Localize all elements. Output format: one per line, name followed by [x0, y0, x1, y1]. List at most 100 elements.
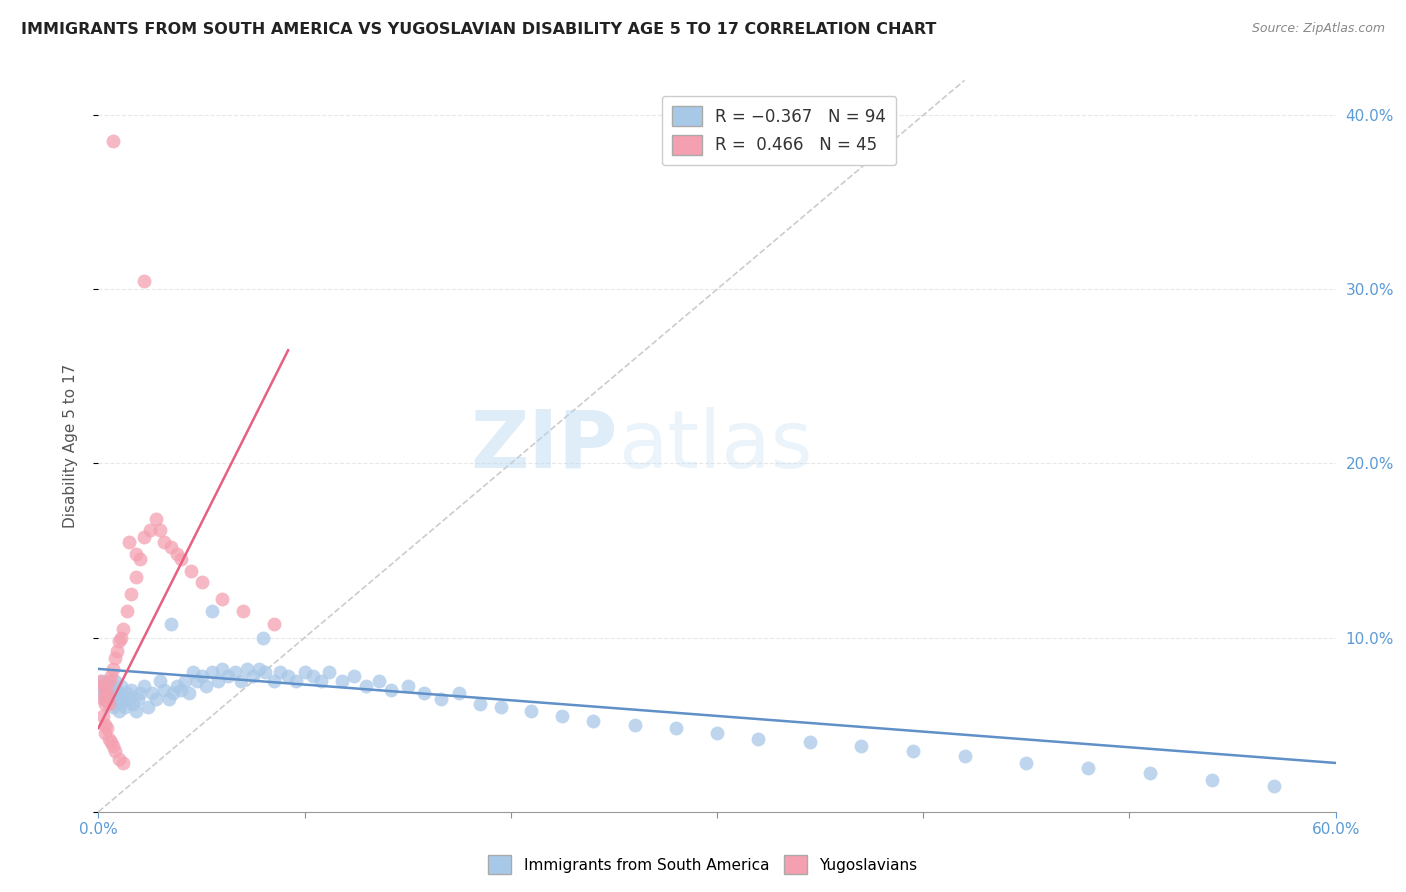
Point — [343, 669, 366, 683]
Point — [149, 674, 172, 689]
Legend: R = −0.367   N = 94, R =  0.466   N = 45: R = −0.367 N = 94, R = 0.466 N = 45 — [662, 96, 896, 165]
Point — [101, 662, 124, 676]
Point — [263, 674, 285, 689]
Point — [124, 569, 146, 583]
Point — [194, 679, 217, 693]
Point — [217, 669, 239, 683]
Point — [110, 679, 132, 693]
Point — [105, 682, 128, 697]
Point — [318, 665, 340, 680]
Point — [277, 669, 299, 683]
Point — [118, 534, 141, 549]
Point — [89, 674, 111, 689]
Point — [211, 662, 233, 676]
Point — [120, 587, 142, 601]
Point — [190, 574, 212, 589]
Point — [356, 679, 378, 693]
Point — [136, 700, 159, 714]
Point — [112, 622, 135, 636]
Point — [1077, 761, 1099, 775]
Point — [224, 665, 246, 680]
Point — [110, 631, 132, 645]
Point — [623, 717, 645, 731]
Point — [149, 523, 172, 537]
Point — [97, 674, 120, 689]
Point — [211, 592, 233, 607]
Point — [93, 726, 115, 740]
Point — [108, 752, 131, 766]
Point — [105, 695, 128, 709]
Point — [153, 682, 176, 697]
Point — [159, 540, 181, 554]
Point — [127, 691, 149, 706]
Point — [851, 739, 873, 753]
Point — [104, 651, 127, 665]
Point — [1201, 773, 1223, 788]
Point — [89, 679, 111, 693]
Point — [285, 674, 308, 689]
Point — [101, 700, 124, 714]
Point — [413, 686, 436, 700]
Point — [449, 686, 471, 700]
Point — [309, 674, 332, 689]
Point — [201, 604, 224, 618]
Point — [551, 709, 574, 723]
Point — [104, 691, 127, 706]
Text: Source: ZipAtlas.com: Source: ZipAtlas.com — [1251, 22, 1385, 36]
Point — [91, 674, 114, 689]
Point — [93, 717, 115, 731]
Point — [117, 686, 139, 700]
Point — [302, 669, 325, 683]
Point — [236, 662, 259, 676]
Point — [186, 674, 208, 689]
Point — [91, 679, 114, 693]
Point — [468, 697, 491, 711]
Point — [112, 695, 135, 709]
Point — [105, 644, 128, 658]
Point — [96, 691, 118, 706]
Point — [132, 679, 155, 693]
Point — [128, 686, 150, 700]
Point — [97, 731, 120, 746]
Point — [114, 700, 136, 714]
Point — [122, 697, 145, 711]
Point — [799, 735, 821, 749]
Point — [97, 679, 120, 693]
Point — [232, 604, 254, 618]
Point — [207, 674, 229, 689]
Point — [117, 604, 139, 618]
Point — [100, 691, 122, 706]
Point — [162, 686, 184, 700]
Point — [132, 530, 155, 544]
Point — [96, 721, 118, 735]
Point — [396, 679, 419, 693]
Point — [254, 665, 277, 680]
Point — [145, 512, 167, 526]
Point — [181, 665, 204, 680]
Point — [1263, 779, 1285, 793]
Point — [229, 674, 252, 689]
Point — [104, 674, 127, 689]
Point — [166, 679, 188, 693]
Point — [429, 691, 451, 706]
Point — [489, 700, 512, 714]
Text: IMMIGRANTS FROM SOUTH AMERICA VS YUGOSLAVIAN DISABILITY AGE 5 TO 17 CORRELATION : IMMIGRANTS FROM SOUTH AMERICA VS YUGOSLA… — [21, 22, 936, 37]
Point — [128, 552, 150, 566]
Point — [110, 691, 132, 706]
Point — [179, 686, 201, 700]
Point — [1015, 756, 1038, 770]
Point — [1139, 766, 1161, 780]
Text: ZIP: ZIP — [471, 407, 619, 485]
Point — [153, 534, 176, 549]
Point — [665, 721, 688, 735]
Point — [294, 665, 316, 680]
Point — [141, 686, 163, 700]
Point — [174, 674, 197, 689]
Point — [93, 691, 115, 706]
Point — [380, 682, 402, 697]
Point — [139, 523, 162, 537]
Point — [93, 682, 115, 697]
Point — [93, 697, 115, 711]
Point — [91, 691, 114, 706]
Point — [953, 749, 976, 764]
